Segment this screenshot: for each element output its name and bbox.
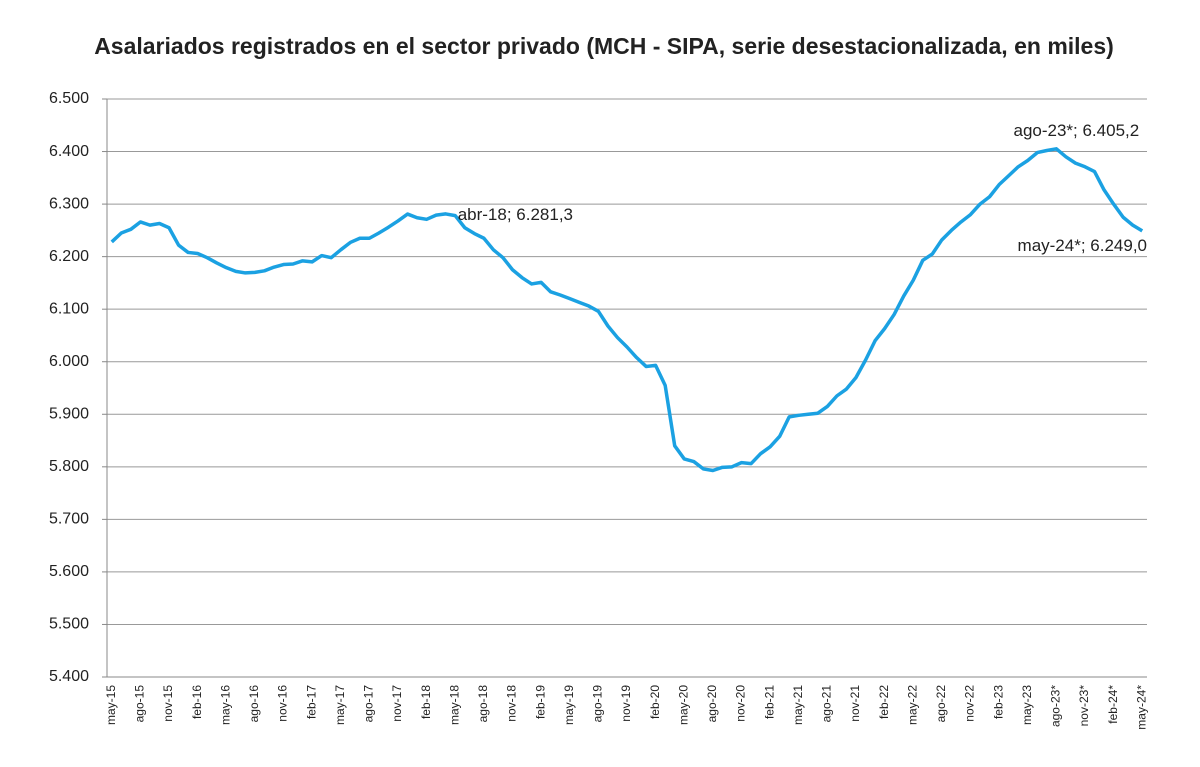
- x-tick-label: ago-17: [362, 685, 376, 723]
- x-tick-label: ago-19: [591, 685, 605, 723]
- x-tick-label: may-22: [905, 685, 919, 725]
- x-tick-label: may-17: [333, 685, 347, 725]
- x-tick-label: feb-22: [877, 685, 891, 719]
- x-tick-label: feb-24*: [1106, 685, 1120, 724]
- y-tick-label: 6.500: [49, 90, 89, 107]
- y-tick-label: 6.200: [49, 248, 89, 265]
- x-tick-label: feb-17: [304, 685, 318, 719]
- data-line: [110, 147, 1144, 473]
- chart-title: Asalariados registrados en el sector pri…: [94, 33, 1114, 59]
- x-tick-label: feb-19: [533, 685, 547, 719]
- x-tick-label: nov-16: [276, 685, 290, 722]
- x-tick-label: may-19: [562, 685, 576, 725]
- y-tick-label: 5.500: [49, 616, 89, 633]
- x-tick-label: may-24*: [1134, 685, 1148, 730]
- x-tick-label: nov-19: [619, 685, 633, 722]
- grid: [107, 98, 1147, 678]
- x-tick-label: may-16: [218, 685, 232, 725]
- y-tick-label: 6.400: [49, 143, 89, 160]
- x-tick-label: nov-23*: [1077, 685, 1091, 727]
- x-tick-label: may-15: [104, 685, 118, 725]
- x-tick-label: ago-16: [247, 685, 261, 723]
- y-tick-label: 6.100: [49, 300, 89, 317]
- y-tick-label: 5.400: [49, 668, 89, 685]
- y-tick-label: 6.300: [49, 195, 89, 212]
- x-tick-label: ago-20: [705, 685, 719, 723]
- y-tick-label: 5.900: [49, 405, 89, 422]
- x-tick-label: may-21: [791, 685, 805, 725]
- x-tick-label: feb-23: [991, 685, 1005, 719]
- x-tick-label: ago-23*: [1049, 685, 1063, 727]
- x-tick-label: nov-22: [963, 685, 977, 722]
- y-tick-label: 5.600: [49, 563, 89, 580]
- x-tick-label: may-20: [676, 685, 690, 725]
- y-tick-label: 6.000: [49, 353, 89, 370]
- x-tick-label: may-23: [1020, 685, 1034, 725]
- x-tick-label: nov-15: [161, 685, 175, 722]
- x-tick-label: ago-15: [133, 685, 147, 723]
- x-tick-label: ago-18: [476, 685, 490, 723]
- y-tick-label: 5.700: [49, 511, 89, 528]
- x-tick-label: ago-21: [820, 685, 834, 723]
- data-label: abr-18; 6.281,3: [458, 205, 573, 224]
- data-label: ago-23*; 6.405,2: [1013, 121, 1139, 140]
- y-tick-label: 5.800: [49, 458, 89, 475]
- x-tick-label: ago-22: [934, 685, 948, 723]
- x-tick-label: feb-20: [648, 685, 662, 719]
- x-tick-label: nov-21: [848, 685, 862, 722]
- x-tick-label: feb-21: [762, 685, 776, 719]
- x-tick-label: may-18: [447, 685, 461, 725]
- x-tick-label: nov-17: [390, 685, 404, 722]
- x-tick-label: nov-20: [734, 685, 748, 722]
- x-tick-label: nov-18: [505, 685, 519, 722]
- x-tick-label: feb-16: [190, 685, 204, 719]
- data-label: may-24*; 6.249,0: [1018, 236, 1147, 255]
- x-tick-label: feb-18: [419, 685, 433, 719]
